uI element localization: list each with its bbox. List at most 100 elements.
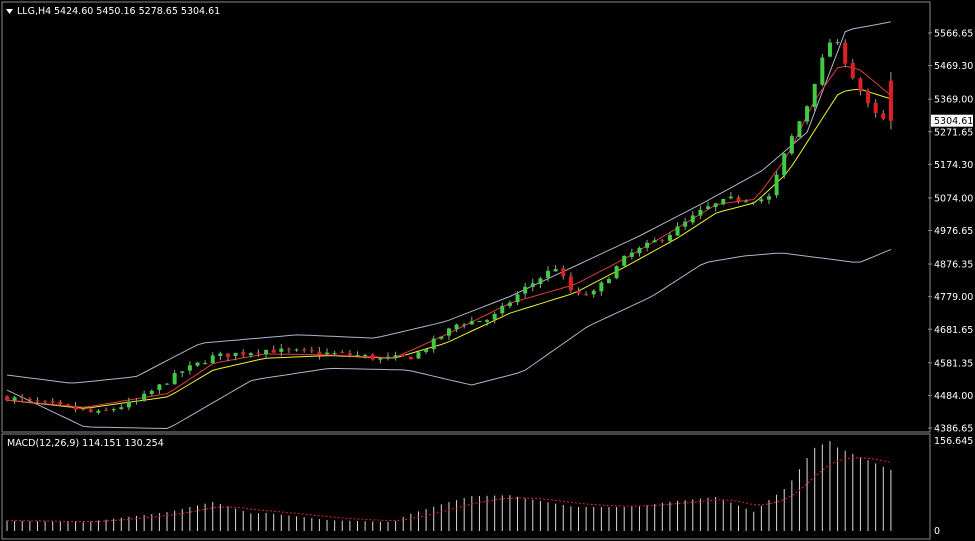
bear-candle [584,294,589,296]
bull-candle [645,242,650,248]
bull-candle [454,324,459,330]
bull-candle [165,383,170,385]
bull-candle [424,349,429,352]
y-tick-label: 4484.00 [934,391,973,402]
bull-candle [820,57,825,85]
price-axis: 5566.65 5469.30 5369.00 5271.65 5174.30 5074.… [928,29,973,435]
bull-candle [538,278,543,285]
bear-candle [568,276,573,291]
bear-candle [5,396,9,401]
candlestick-series [5,38,893,415]
y-tick-label: 5271.65 [934,127,973,138]
bull-candle [446,328,451,336]
bear-candle [58,401,63,404]
bull-candle [690,215,695,223]
bull-candle [637,247,642,254]
bear-candle [888,80,893,121]
y-tick-label: 5369.00 [934,95,973,106]
bull-candle [728,196,733,199]
bull-candle [797,121,802,137]
macd-signal-line [7,457,892,523]
bull-candle [485,320,490,322]
bear-candle [73,406,78,410]
dropdown-arrow-icon[interactable] [6,9,13,14]
bear-candle [20,397,25,399]
bear-candle [881,113,886,119]
bull-candle [332,352,337,354]
bull-candle [507,302,512,307]
bull-candle [378,358,383,360]
y-tick-label: 5469.30 [934,61,973,72]
bull-candle [675,226,680,236]
bear-candle [104,409,109,411]
bear-candle [302,349,307,351]
y-tick-label: 5566.65 [934,29,973,40]
bull-candle [172,373,177,385]
bear-candle [736,197,741,202]
bear-candle [401,354,406,357]
bull-candle [515,294,520,303]
bull-candle [835,42,840,44]
bear-candle [309,350,314,352]
bear-candle [225,353,230,357]
bull-candle [812,83,817,108]
bull-candle [629,252,634,257]
bull-candle [210,355,215,364]
y-tick-label: 4876.35 [934,260,973,271]
bear-candle [408,356,413,360]
bull-candle [721,198,726,205]
bull-candle [203,363,208,365]
bear-candle [850,62,855,79]
bull-candle [180,371,185,373]
bear-candle [81,409,86,411]
bull-candle [759,199,764,202]
bull-candle [477,321,482,323]
bull-candle [523,286,528,294]
bear-candle [35,400,40,402]
bull-candle [111,409,116,411]
y-tick-label: 4581.35 [934,358,973,369]
bull-candle [614,266,619,279]
bear-candle [576,290,581,294]
bull-candle [119,407,124,410]
bear-candle [660,240,665,242]
bull-candle [782,153,787,176]
macd-series [6,441,892,531]
bear-candle [347,353,352,355]
bull-candle [713,203,718,207]
y-tick-label: 4779.00 [934,292,973,303]
bull-candle [591,290,596,295]
last-price-marker: 5304.61 [931,114,973,127]
bear-candle [271,349,276,353]
bull-candle [393,355,398,358]
bull-candle [606,279,611,284]
indicator-lines [6,21,892,430]
bear-candle [88,409,93,412]
bear-candle [866,90,871,104]
bull-candle [363,355,368,357]
bull-candle [355,354,360,356]
bear-candle [843,42,848,64]
bull-candle [149,390,154,395]
bull-candle [142,393,147,401]
y-tick-label: 5174.30 [934,160,973,171]
ohlc-readout: 5424.60 5450.16 5278.65 5304.61 [54,6,220,17]
y-tick-label: 5074.00 [934,193,973,204]
ema-slow-line [6,88,892,409]
bull-candle [827,42,832,57]
bull-candle [431,338,436,350]
bull-candle [439,336,444,339]
macd-label: MACD(12,26,9) 114.151 130.254 [7,438,164,449]
bull-candle [744,201,749,203]
y-tick-label: 4976.65 [934,226,973,237]
bull-candle [187,365,192,371]
macd-scale-zero: 0 [934,526,940,537]
bull-candle [652,240,657,243]
bull-candle [233,352,238,357]
bull-candle [667,235,672,241]
bull-candle [469,321,474,325]
bull-candle [126,401,131,408]
bull-candle [789,136,794,154]
